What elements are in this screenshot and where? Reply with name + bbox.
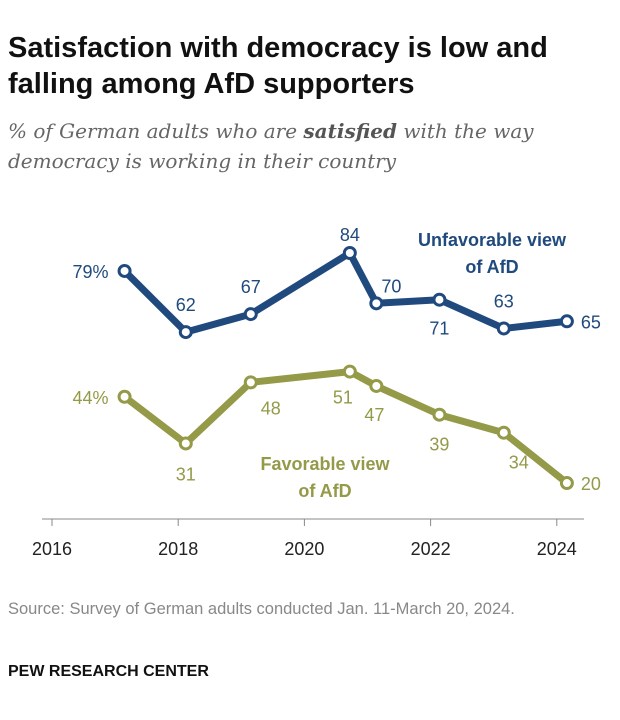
- unfavorable-data-label: 67: [241, 277, 261, 297]
- unfavorable-point: [432, 292, 447, 307]
- subtitle-text-end: with the way democracy is working in the…: [8, 119, 534, 173]
- favorable-series-label: Favorable view: [260, 454, 390, 474]
- favorable-point: [369, 378, 384, 393]
- unfavorable-data-label: 71: [429, 319, 449, 339]
- unfavorable-data-label: 62: [176, 295, 196, 315]
- line-chart: 2016 2018 2020 2022 2024 79% 62 67 84 70 71 63 65 Unf…: [32, 225, 601, 559]
- unfavorable-data-label: 70: [381, 276, 401, 296]
- favorable-series-label: of AfD: [298, 481, 351, 501]
- unfavorable-point: [369, 296, 384, 311]
- favorable-data-label: 44%: [73, 388, 109, 408]
- unfavorable-point: [559, 314, 574, 329]
- unfavorable-point: [117, 263, 132, 278]
- favorable-line: [122, 368, 570, 486]
- unfavorable-point: [178, 325, 193, 340]
- unfavorable-data-label: 65: [581, 312, 601, 332]
- favorable-point: [496, 425, 511, 440]
- source-note: Source: Survey of German adults conducte…: [8, 600, 515, 618]
- unfavorable-point: [342, 246, 357, 260]
- subtitle-text: % of German adults who are: [8, 119, 304, 143]
- unfavorable-data-label: 84: [340, 225, 360, 245]
- unfavorable-point: [496, 321, 511, 336]
- favorable-data-label: 34: [509, 453, 529, 473]
- favorable-data-label: 20: [581, 474, 601, 494]
- favorable-data-label: 51: [333, 388, 353, 408]
- favorable-point: [342, 364, 357, 379]
- favorable-data-label: 31: [176, 464, 196, 484]
- x-tick-label: 2020: [284, 539, 324, 559]
- favorable-point: [432, 407, 447, 422]
- chart-subtitle: % of German adults who are satisfied wit…: [8, 116, 608, 176]
- x-tick-label: 2022: [411, 539, 451, 559]
- favorable-point: [117, 389, 132, 404]
- favorable-point: [559, 476, 574, 491]
- unfavorable-point: [243, 307, 258, 322]
- unfavorable-data-label: 79%: [73, 262, 109, 282]
- favorable-point: [243, 375, 258, 390]
- unfavorable-series-label: Unfavorable view: [418, 230, 567, 250]
- subtitle-emphasis: satisfied: [303, 119, 397, 143]
- unfavorable-series-label: of AfD: [465, 257, 518, 277]
- favorable-data-label: 48: [261, 398, 281, 418]
- unfavorable-line: [122, 249, 568, 336]
- favorable-point: [178, 436, 193, 451]
- favorable-data-label: 47: [364, 405, 384, 425]
- unfavorable-data-label: 63: [494, 291, 514, 311]
- x-tick-label: 2018: [158, 539, 198, 559]
- x-tick-label: 2016: [32, 539, 72, 559]
- brand-logo-text: PEW RESEARCH CENTER: [8, 663, 209, 680]
- favorable-data-label: 39: [429, 435, 449, 455]
- chart-title: Satisfaction with democracy is low and f…: [8, 32, 548, 100]
- x-tick-label: 2024: [537, 539, 577, 559]
